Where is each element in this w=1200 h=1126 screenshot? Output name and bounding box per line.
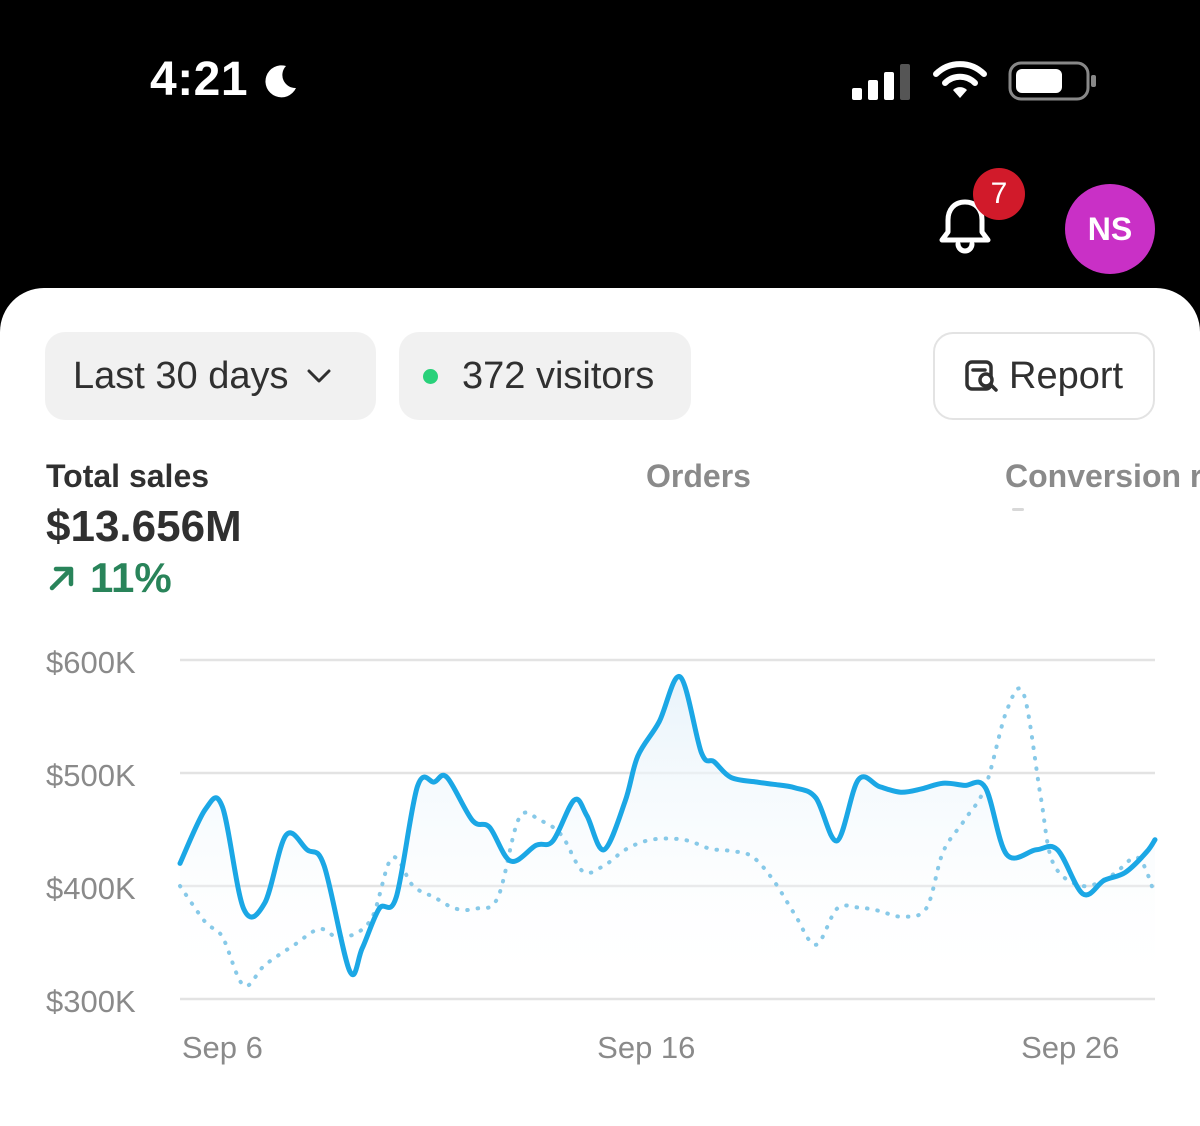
tab-conversion-rate[interactable]: Conversion r <box>1005 458 1200 494</box>
sales-change: 11% <box>46 554 172 602</box>
moon-icon <box>265 65 296 98</box>
clock-time: 4:21 <box>150 53 249 106</box>
x-tick-label: Sep 16 <box>597 1030 695 1065</box>
tab-total-sales[interactable]: Total sales <box>46 458 210 494</box>
x-tick-label: Sep 26 <box>1021 1030 1119 1065</box>
total-sales-value: $13.656M <box>46 502 242 551</box>
y-tick-label: $600K <box>46 645 136 680</box>
notification-count-badge: 7 <box>973 168 1025 220</box>
y-tick-label: $500K <box>46 758 136 793</box>
tab-divider <box>1012 508 1024 511</box>
chevron-down-icon <box>307 369 331 383</box>
date-range-selector[interactable]: Last 30 days <box>45 332 376 420</box>
y-tick-label: $400K <box>46 871 136 906</box>
report-button[interactable]: Report <box>933 332 1155 420</box>
sales-line-chart: $600K $500K $400K $300K Sep 6 Sep 16 Sep 26 <box>46 645 1158 1065</box>
report-search-icon <box>965 360 998 392</box>
arrow-up-right-icon <box>49 566 74 591</box>
report-label: Report <box>1009 354 1124 397</box>
date-range-label: Last 30 days <box>73 354 289 397</box>
user-avatar[interactable]: NS <box>1065 184 1155 274</box>
y-tick-label: $300K <box>46 984 136 1019</box>
battery-icon <box>1008 61 1096 101</box>
current-period-line <box>177 674 1158 977</box>
sales-change-percent: 11% <box>90 554 172 601</box>
signal-icon <box>852 64 910 100</box>
x-tick-label: Sep 6 <box>182 1030 263 1065</box>
wifi-icon <box>933 61 987 98</box>
live-visitors-button[interactable]: 372 visitors <box>399 332 691 420</box>
live-status-dot <box>423 368 438 384</box>
tab-orders[interactable]: Orders <box>646 458 751 494</box>
comparison-period-line <box>178 686 1157 989</box>
status-bar: 4:21 <box>0 0 1200 160</box>
visitors-label: 372 visitors <box>462 354 655 397</box>
analytics-panel: Last 30 days 372 visitors Report Total s… <box>0 288 1200 1126</box>
